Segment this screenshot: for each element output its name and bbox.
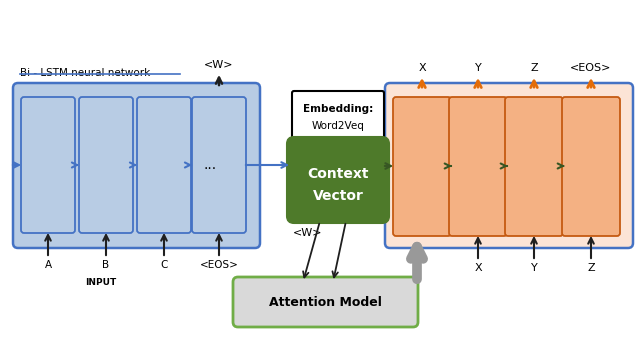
Text: <EOS>: <EOS>: [570, 63, 612, 73]
FancyBboxPatch shape: [192, 97, 246, 233]
Text: <EOS>: <EOS>: [200, 260, 239, 270]
Text: Bi - LSTM neural network: Bi - LSTM neural network: [20, 68, 150, 78]
Text: ...: ...: [204, 158, 216, 172]
FancyBboxPatch shape: [449, 97, 507, 236]
FancyBboxPatch shape: [137, 97, 191, 233]
Text: Z: Z: [587, 263, 595, 273]
Text: X: X: [418, 63, 426, 73]
Text: INPUT: INPUT: [85, 278, 116, 287]
FancyBboxPatch shape: [292, 91, 384, 143]
FancyBboxPatch shape: [21, 97, 75, 233]
FancyBboxPatch shape: [79, 97, 133, 233]
Text: Z: Z: [530, 63, 538, 73]
Text: X: X: [474, 263, 482, 273]
Text: <W>: <W>: [293, 228, 323, 238]
FancyBboxPatch shape: [505, 97, 563, 236]
FancyBboxPatch shape: [287, 137, 389, 223]
FancyBboxPatch shape: [562, 97, 620, 236]
Text: Context: Context: [307, 167, 369, 181]
Text: Vector: Vector: [312, 189, 364, 203]
Text: Word2Veq: Word2Veq: [312, 121, 364, 131]
Text: B: B: [102, 260, 109, 270]
Text: A: A: [44, 260, 52, 270]
Text: Attention Model: Attention Model: [269, 295, 382, 308]
FancyBboxPatch shape: [233, 277, 418, 327]
FancyBboxPatch shape: [393, 97, 451, 236]
Text: C: C: [160, 260, 168, 270]
Text: Y: Y: [531, 263, 538, 273]
FancyBboxPatch shape: [13, 83, 260, 248]
FancyBboxPatch shape: [385, 83, 633, 248]
Text: <W>: <W>: [204, 60, 234, 70]
Text: Embedding:: Embedding:: [303, 104, 373, 114]
Text: Y: Y: [475, 63, 481, 73]
